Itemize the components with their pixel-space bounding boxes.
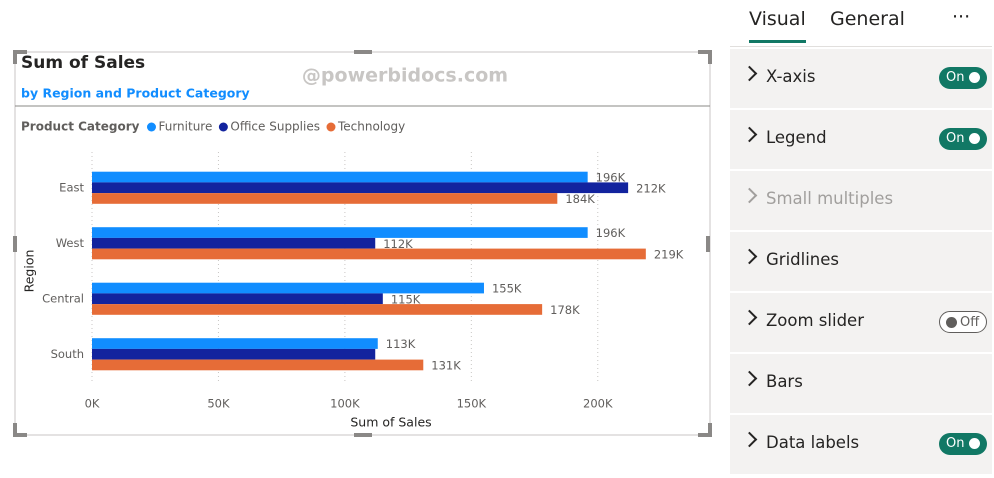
legend-marker: [326, 122, 336, 132]
y-tick-label: East: [59, 180, 84, 194]
expand-chevron: [741, 65, 758, 82]
toggle-switch[interactable]: On: [939, 433, 987, 455]
section-label: Data labels: [766, 433, 860, 452]
toggle-knob: [946, 317, 957, 328]
pane-section[interactable]: Zoom slider Off: [730, 293, 992, 352]
data-label: 178K: [550, 303, 580, 317]
legend-marker: [146, 122, 156, 132]
bar: [92, 237, 376, 249]
expand-chevron: [741, 309, 758, 326]
tab[interactable]: Visual: [749, 8, 806, 30]
x-tick-label: 200K: [583, 397, 613, 411]
section-label: Gridlines: [766, 250, 840, 269]
pane-section[interactable]: Gridlines: [730, 232, 992, 291]
bar: [92, 338, 378, 349]
bar: [92, 171, 588, 183]
legend-marker: [218, 122, 228, 132]
tab[interactable]: General: [830, 8, 905, 30]
data-label: 184K: [565, 192, 595, 206]
x-tick-label: 150K: [457, 397, 487, 411]
toggle-knob: [969, 72, 980, 83]
data-label: 131K: [431, 358, 461, 372]
toggle-switch[interactable]: Off: [939, 311, 987, 333]
x-tick-label: 100K: [330, 397, 360, 411]
data-label: 113K: [386, 337, 416, 351]
toggle-switch[interactable]: On: [939, 67, 987, 89]
toggle-label: Off: [960, 315, 980, 330]
y-tick-label: West: [56, 236, 85, 250]
pane-section[interactable]: Legend On: [730, 110, 992, 169]
toggle-knob: [969, 133, 980, 144]
data-label: 196K: [596, 226, 626, 240]
bar: [92, 193, 558, 204]
pane-section: Small multiples: [730, 171, 992, 230]
x-tick-label: 50K: [207, 397, 230, 411]
legend-label: Furniture: [158, 120, 212, 134]
pane-section[interactable]: Bars: [730, 354, 992, 413]
bar: [92, 182, 629, 194]
y-tick-label: South: [51, 347, 84, 361]
bar: [92, 227, 588, 238]
bar: [92, 304, 543, 315]
toggle-label: On: [946, 436, 965, 451]
toggle-label: On: [946, 131, 965, 146]
toggle-knob: [969, 438, 980, 449]
bar: [92, 248, 646, 260]
section-label: Small multiples: [766, 189, 894, 208]
watermark: @powerbidocs.com: [302, 65, 508, 87]
expand-chevron: [741, 370, 758, 387]
data-label: 115K: [391, 292, 421, 306]
section-label: Zoom slider: [766, 311, 864, 330]
legend-title: Product Category: [21, 120, 140, 134]
bar: [92, 359, 424, 371]
legend-label: Office Supplies: [230, 120, 320, 134]
resize-handles[interactable]: [13, 50, 712, 437]
expand-chevron: [741, 431, 758, 448]
chart-title: Sum of Sales: [21, 53, 145, 73]
pane-section[interactable]: Data labels On: [730, 415, 992, 474]
data-label: 196K: [596, 171, 626, 185]
expand-chevron: [741, 187, 758, 204]
format-pane: Visual General ··· X-axis On Legend On Small…: [730, 0, 994, 478]
section-label: Bars: [766, 372, 803, 391]
active-tab-underline: [749, 40, 806, 43]
bar: [92, 348, 376, 360]
expand-chevron: [741, 126, 758, 143]
toggle-label: On: [946, 70, 965, 85]
more-options[interactable]: ···: [952, 6, 971, 28]
bar: [92, 282, 484, 294]
data-label: 212K: [636, 181, 666, 195]
legend-label: Technology: [337, 120, 405, 134]
expand-chevron: [741, 248, 758, 265]
pane-section[interactable]: X-axis On: [730, 49, 992, 108]
data-label: 155K: [492, 282, 522, 296]
data-label: 112K: [383, 237, 413, 251]
section-label: Legend: [766, 128, 827, 147]
chart: Sum of Sales by Region and Product Categ…: [13, 50, 712, 437]
tab-separator: [730, 46, 992, 47]
chart-subtitle: by Region and Product Category: [21, 86, 250, 101]
y-tick-label: Central: [42, 291, 84, 305]
bar: [92, 293, 383, 305]
data-label: 219K: [654, 247, 684, 261]
toggle-switch[interactable]: On: [939, 128, 987, 150]
section-label: X-axis: [766, 67, 816, 86]
x-tick-label: 0K: [85, 397, 100, 411]
x-axis-title: Sum of Sales: [350, 415, 431, 430]
y-axis-title: Region: [22, 250, 37, 293]
